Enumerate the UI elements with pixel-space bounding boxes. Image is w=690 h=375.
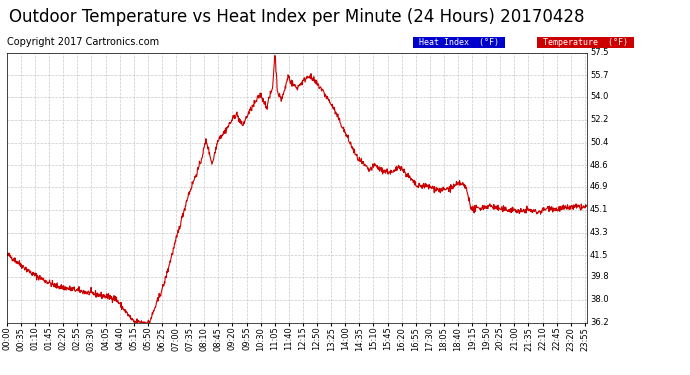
Text: Copyright 2017 Cartronics.com: Copyright 2017 Cartronics.com (7, 37, 159, 47)
Text: 41.5: 41.5 (590, 251, 609, 260)
Text: Outdoor Temperature vs Heat Index per Minute (24 Hours) 20170428: Outdoor Temperature vs Heat Index per Mi… (9, 8, 584, 26)
Text: 36.2: 36.2 (590, 318, 609, 327)
Text: 43.3: 43.3 (590, 228, 609, 237)
Text: Temperature  (°F): Temperature (°F) (538, 38, 633, 47)
Text: 55.7: 55.7 (590, 71, 609, 80)
Text: 52.2: 52.2 (590, 115, 609, 124)
Text: 46.9: 46.9 (590, 182, 609, 191)
Text: Heat Index  (°F): Heat Index (°F) (414, 38, 504, 47)
Text: 57.5: 57.5 (590, 48, 609, 57)
Text: 54.0: 54.0 (590, 92, 609, 101)
Text: 45.1: 45.1 (590, 205, 609, 214)
Text: 38.0: 38.0 (590, 295, 609, 304)
Text: 39.8: 39.8 (590, 272, 609, 281)
Text: 50.4: 50.4 (590, 138, 609, 147)
Text: 48.6: 48.6 (590, 161, 609, 170)
